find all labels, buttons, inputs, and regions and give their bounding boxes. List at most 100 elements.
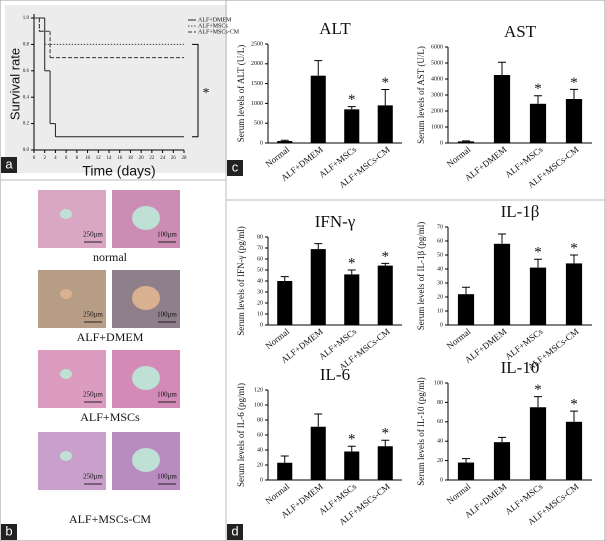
vessel (132, 206, 160, 230)
error-bar (570, 410, 578, 422)
y-tick-label: 500 (254, 121, 263, 127)
significance: * (348, 92, 356, 108)
histology-image (38, 270, 106, 328)
bar (493, 442, 511, 480)
error-bar (570, 88, 578, 99)
bar (344, 274, 360, 325)
bar (457, 294, 475, 325)
significance: * (534, 382, 542, 398)
y-tick-label: 60 (437, 419, 443, 425)
vessel (60, 209, 72, 219)
y-tick-label: 70 (257, 245, 263, 251)
y-tick-label: 40 (257, 278, 263, 284)
x-tick-label: 6 (65, 156, 68, 161)
x-tick-label: 28 (182, 156, 188, 161)
error-bar (314, 413, 323, 427)
x-tick-label: 2 (43, 156, 46, 161)
y-axis-label: Serum levels of ALT (U/L) (236, 45, 246, 143)
y-axis-label: Serum levels of AST (U/L) (416, 46, 426, 144)
y-tick-label: 1000 (251, 101, 263, 107)
y-axis-label: Serum levels of IL-6 (pg/ml) (236, 383, 246, 487)
y-tick-label: 0 (440, 477, 443, 483)
y-tick-label: 0 (260, 322, 263, 328)
bar (457, 141, 475, 143)
error-bar (347, 269, 356, 275)
chart-title: IL-10 (501, 358, 540, 377)
y-tick-label: 3000 (431, 92, 443, 98)
significance: * (348, 255, 356, 271)
bar (277, 141, 293, 143)
scale-bar-label: 100μm (157, 391, 177, 399)
row-label: ALF+MSCs-CM (69, 512, 151, 526)
scale-bar-label: 250μm (83, 311, 103, 319)
histology-image (38, 350, 106, 408)
significance: * (570, 240, 578, 256)
y-tick-label: 30 (257, 289, 263, 295)
y-tick-label: 0.4 (23, 95, 30, 100)
bar (310, 426, 326, 480)
y-tick-label: 4000 (431, 76, 443, 82)
y-tick-label: 0.2 (23, 122, 30, 127)
x-tick-label: 12 (96, 156, 102, 161)
y-tick-label: 0 (260, 140, 263, 146)
row-label: normal (93, 250, 128, 264)
bar (344, 109, 360, 143)
bar (493, 75, 511, 143)
scale-bar-label: 250μm (83, 391, 103, 399)
y-tick-label: 60 (257, 256, 263, 262)
x-tick-label: 14 (107, 156, 113, 161)
significance: * (348, 432, 356, 448)
y-tick-label: 6000 (431, 44, 443, 50)
histology-panel: 250μm 100μm normal 250μm 100μm ALF+DMEM 250μm 1… (38, 190, 180, 526)
panel-label: d (231, 523, 238, 538)
y-tick-label: 20 (437, 294, 443, 300)
y-axis-label: Serum levels of IL-10 (pg/ml) (416, 377, 426, 485)
bar (529, 267, 547, 325)
error-bar (570, 254, 578, 264)
chart-title: IL-6 (320, 365, 350, 384)
vessel (60, 369, 72, 379)
y-tick-label: 20 (257, 462, 263, 468)
y-tick-label: 60 (437, 238, 443, 244)
histology-image (38, 432, 106, 490)
bar (565, 421, 583, 480)
vessel (60, 289, 72, 299)
y-tick-label: 50 (437, 252, 443, 258)
error-bar (381, 439, 390, 447)
bar (565, 99, 583, 143)
y-tick-label: 80 (257, 234, 263, 240)
bar (377, 446, 393, 480)
x-tick-label: 10 (85, 156, 91, 161)
vessel (132, 448, 160, 472)
bar (310, 249, 326, 325)
significance: * (534, 81, 542, 97)
bar (377, 105, 393, 143)
error-bar (462, 458, 470, 463)
error-bar (280, 455, 289, 463)
error-bar (314, 243, 323, 250)
significance: * (382, 75, 390, 91)
scale-bar-label: 250μm (83, 231, 103, 239)
y-tick-label: 0 (440, 322, 443, 328)
bar (377, 265, 393, 325)
error-bar (498, 436, 506, 443)
panel-label: b (5, 523, 12, 538)
bar (493, 243, 511, 325)
significance: * (570, 397, 578, 413)
x-tick-label: 22 (149, 156, 155, 161)
scale-bar-label: 100μm (157, 231, 177, 239)
chart-title: ALT (319, 19, 351, 38)
bar (277, 462, 293, 480)
y-axis-label: Survival rate (7, 48, 22, 120)
x-tick-label: 16 (117, 156, 123, 161)
legend-label: ALF+MSCs-CM (198, 29, 240, 35)
panel-labels: a b c d (1, 156, 243, 540)
y-tick-label: 30 (437, 280, 443, 286)
y-tick-label: 40 (437, 266, 443, 272)
y-tick-label: 40 (437, 439, 443, 445)
significance: * (534, 245, 542, 261)
y-tick-label: 0.0 (23, 148, 30, 153)
x-tick-label: 18 (128, 156, 134, 161)
bar (529, 103, 547, 143)
